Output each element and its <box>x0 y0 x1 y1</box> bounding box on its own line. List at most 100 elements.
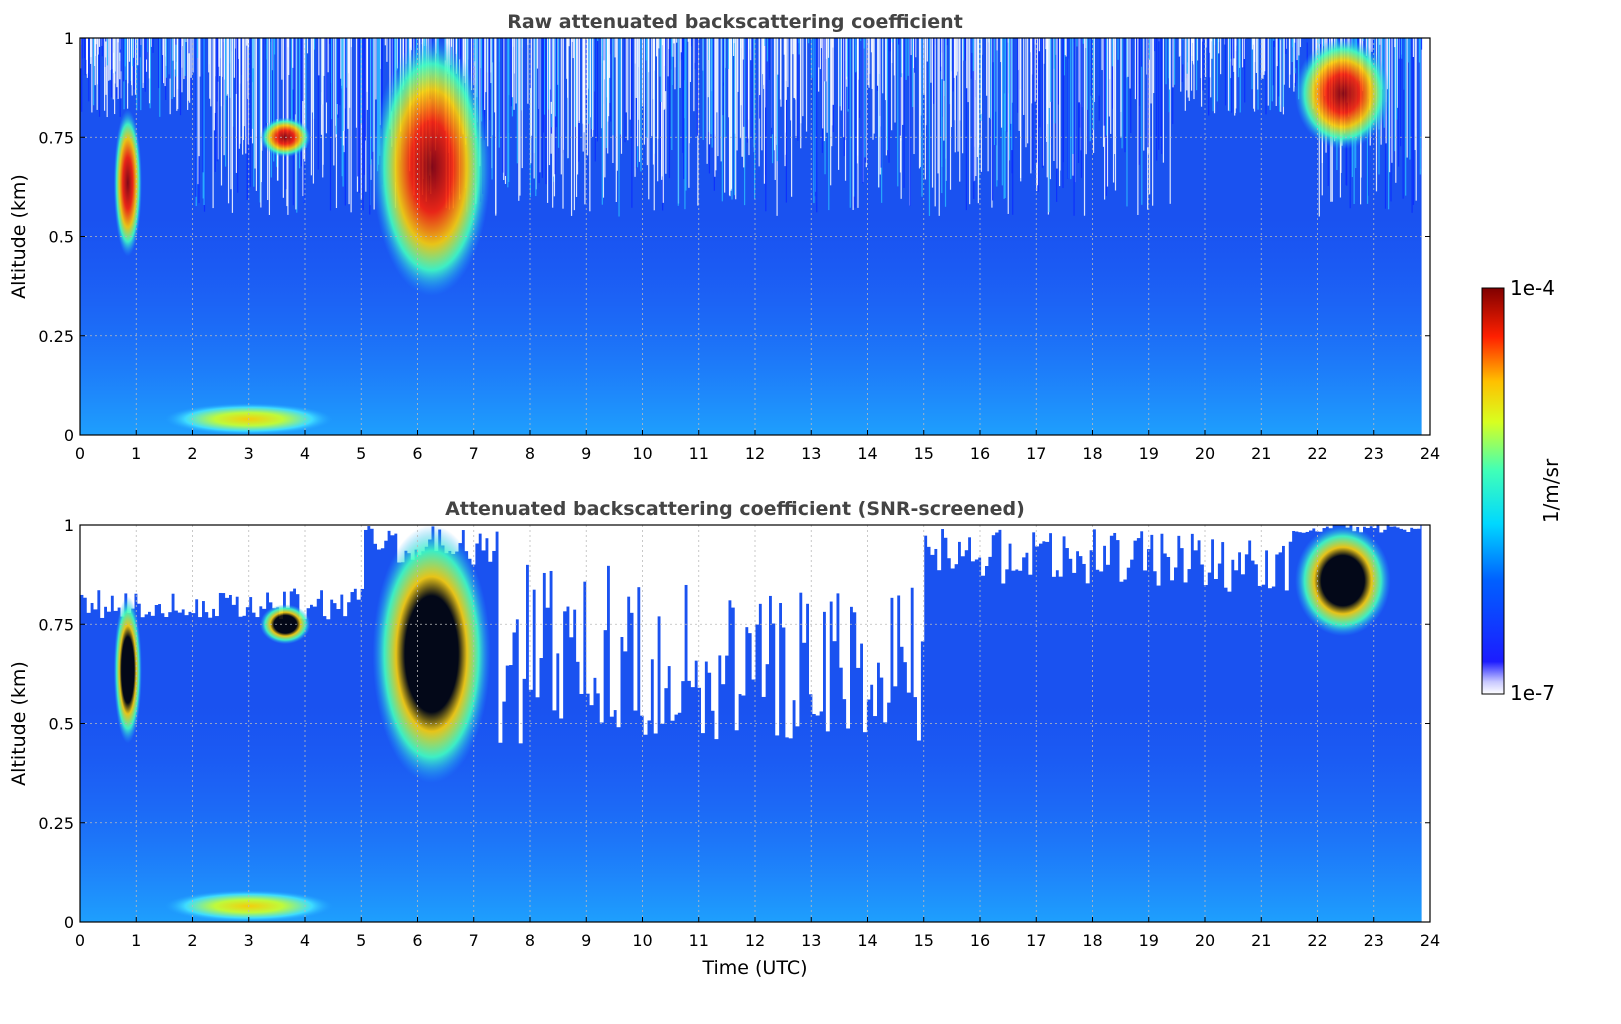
screened-column <box>509 525 513 665</box>
x-tick-label: 2 <box>187 444 197 463</box>
screened-column <box>330 525 334 600</box>
screened-column <box>1292 525 1296 531</box>
noise-streak <box>234 38 235 78</box>
screened-column <box>1282 525 1286 546</box>
noise-streak <box>680 38 681 88</box>
noise-streak <box>665 38 666 91</box>
screened-column <box>971 525 975 561</box>
noise-streak <box>537 38 538 69</box>
noise-streak <box>1189 38 1190 101</box>
screened-column <box>1032 525 1036 532</box>
noise-streak <box>1405 38 1406 196</box>
screened-column <box>772 525 776 624</box>
noise-streak <box>929 38 930 216</box>
screened-column <box>225 525 229 598</box>
noise-streak <box>1027 38 1028 143</box>
noise-streak <box>228 38 229 203</box>
noise-streak <box>676 38 677 43</box>
screened-column <box>144 525 148 614</box>
screened-column <box>1059 525 1063 577</box>
screened-column <box>650 525 654 659</box>
noise-streak <box>1150 38 1151 103</box>
noise-streak <box>495 38 496 214</box>
screened-column <box>1012 525 1016 571</box>
noise-streak <box>1161 38 1162 154</box>
noise-streak <box>843 38 844 137</box>
noise-streak <box>1056 38 1057 169</box>
noise-streak <box>512 38 513 97</box>
screened-column <box>539 525 543 658</box>
noise-streak <box>663 38 664 203</box>
screened-column <box>323 525 327 616</box>
noise-streak <box>1000 38 1001 62</box>
screened-column <box>286 525 290 608</box>
screened-column <box>1052 525 1056 577</box>
screened-column <box>1167 525 1171 557</box>
screened-column <box>556 525 560 653</box>
screened-column <box>600 525 604 722</box>
noise-streak <box>1141 38 1142 67</box>
noise-streak <box>654 38 655 71</box>
noise-streak <box>214 38 215 130</box>
noise-streak <box>908 38 909 76</box>
noise-streak <box>551 38 552 102</box>
noise-streak <box>174 38 175 69</box>
noise-streak <box>364 38 365 175</box>
screened-column <box>765 525 769 664</box>
x-tick-label: 12 <box>745 444 765 463</box>
noise-streak <box>855 38 856 72</box>
x-tick-label: 8 <box>525 931 535 950</box>
noise-streak <box>1158 38 1159 150</box>
x-tick-label: 20 <box>1195 444 1215 463</box>
noise-streak <box>1285 38 1286 54</box>
noise-streak <box>1180 38 1181 92</box>
noise-streak <box>715 38 716 170</box>
noise-streak <box>359 38 360 193</box>
noise-streak <box>125 38 126 80</box>
screened-column <box>110 525 114 596</box>
screened-column <box>161 525 165 613</box>
noise-streak <box>195 38 196 197</box>
noise-streak <box>660 38 661 102</box>
screened-column <box>620 525 624 637</box>
noise-streak <box>1047 38 1048 124</box>
x-tick-label: 18 <box>1082 931 1102 950</box>
screened-column <box>1194 525 1198 550</box>
noise-streak <box>967 38 968 102</box>
screened-column <box>532 525 536 590</box>
x-tick-label: 18 <box>1082 444 1102 463</box>
noise-streak <box>808 38 809 43</box>
noise-streak <box>945 38 946 207</box>
noise-streak <box>1257 38 1258 90</box>
screened-column <box>843 525 847 699</box>
noise-streak <box>894 38 895 123</box>
noise-streak <box>669 38 670 178</box>
noise-streak <box>729 38 730 195</box>
screened-column <box>124 525 128 593</box>
screened-column <box>755 525 759 625</box>
panel-title: Attenuated backscattering coefficient (S… <box>445 498 1025 520</box>
screened-column <box>870 525 874 685</box>
screened-column <box>657 525 661 616</box>
noise-streak <box>357 38 358 176</box>
screened-column <box>796 525 800 726</box>
screened-column <box>239 525 243 617</box>
noise-streak <box>937 38 938 173</box>
screened-column <box>721 525 725 684</box>
screened-column <box>1207 525 1211 573</box>
noise-streak <box>1403 38 1404 199</box>
screened-column <box>259 525 263 606</box>
noise-streak <box>612 38 613 135</box>
noise-streak <box>646 38 647 60</box>
noise-streak <box>862 38 863 183</box>
noise-streak <box>232 38 233 213</box>
noise-streak <box>111 38 112 97</box>
noise-streak <box>558 38 559 148</box>
noise-streak <box>1054 38 1055 69</box>
noise-streak <box>562 38 563 209</box>
noise-streak <box>592 38 593 130</box>
noise-streak <box>685 38 686 191</box>
screened-column <box>968 525 972 537</box>
screened-column <box>1305 525 1309 532</box>
